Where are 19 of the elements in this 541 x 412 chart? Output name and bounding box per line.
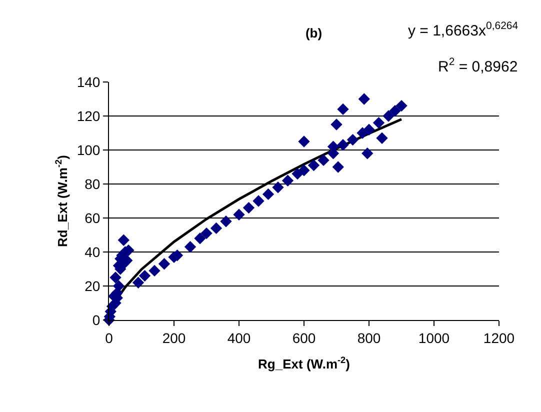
- y-tick-label: 0: [92, 312, 100, 328]
- x-tick-label: 200: [162, 330, 186, 346]
- y-tick-label: 40: [84, 244, 100, 260]
- y-tick-label: 100: [76, 142, 100, 158]
- y-tick-label: 60: [84, 210, 100, 226]
- text: R$^{2}$ = 0,8962: [438, 56, 518, 76]
- chart-title: (b): [305, 26, 322, 41]
- x-tick-label: 1200: [483, 330, 515, 346]
- y-tick-label: 80: [84, 176, 100, 192]
- y-tick-label: 20: [84, 278, 100, 294]
- y-tick-label: 140: [76, 74, 100, 90]
- x-tick-label: 800: [357, 330, 381, 346]
- x-tick-label: 600: [292, 330, 316, 346]
- x-axis-title: Rg_Ext (W.m$^{-2}$): [258, 354, 350, 372]
- y-tick-label: 120: [76, 108, 100, 124]
- x-tick-label: 0: [105, 330, 114, 346]
- text: y = 1,6663x$^{0,6264}$: [408, 20, 518, 40]
- x-tick-label: 1000: [418, 330, 450, 346]
- x-tick-label: 400: [227, 330, 251, 346]
